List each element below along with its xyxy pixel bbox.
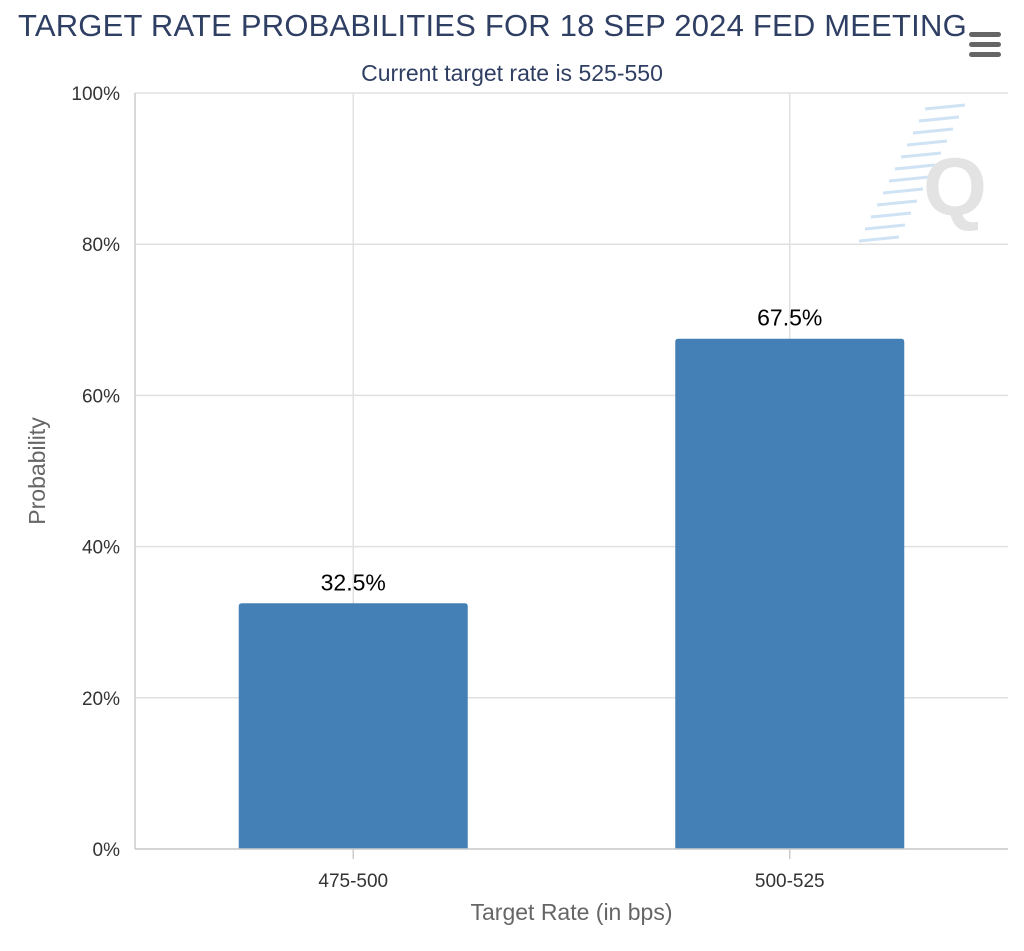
watermark-stroke xyxy=(918,115,960,123)
chart-subtitle: Current target rate is 525-550 xyxy=(361,60,663,86)
x-tick-label: 475-500 xyxy=(318,871,388,892)
watermark-letter: Q xyxy=(923,142,987,233)
watermark-stroke xyxy=(894,163,936,171)
bar-475-500 xyxy=(238,603,468,849)
y-tick-label: 0% xyxy=(93,840,121,861)
x-tick-label: 500-525 xyxy=(755,871,825,892)
data-label: 32.5% xyxy=(321,569,386,595)
watermark-stroke xyxy=(876,199,918,207)
labels: 0% 20% 40% 60% 80% 100% 32.5% 475-500 67.5% 500-5… xyxy=(24,84,825,925)
bars xyxy=(238,338,905,849)
chart-title: TARGET RATE PROBABILITIES FOR 18 SEP 202… xyxy=(18,8,967,43)
data-label: 67.5% xyxy=(757,305,822,331)
x-axis-title: Target Rate (in bps) xyxy=(471,899,673,925)
y-tick-label: 20% xyxy=(82,689,120,710)
watermark-stroke xyxy=(858,235,900,243)
y-tick-label: 60% xyxy=(82,386,120,407)
y-tick-label: 80% xyxy=(82,235,120,256)
watermark-logo: Q xyxy=(858,103,987,243)
y-tick-label: 100% xyxy=(71,84,120,105)
watermark-stroke xyxy=(870,211,912,219)
y-axis-title: Probability xyxy=(24,417,50,525)
watermark-stroke xyxy=(906,139,948,147)
hamburger-menu-icon[interactable] xyxy=(966,30,1004,60)
watermark-stroke xyxy=(900,151,942,159)
watermark-stroke xyxy=(888,175,930,183)
watermark-stroke xyxy=(912,127,954,135)
bar-500-525 xyxy=(675,338,905,849)
watermark-stroke xyxy=(924,103,966,111)
watermark-stroke xyxy=(864,223,906,231)
y-tick-label: 40% xyxy=(82,538,120,559)
axes xyxy=(134,93,1008,859)
watermark-stroke xyxy=(882,187,924,195)
